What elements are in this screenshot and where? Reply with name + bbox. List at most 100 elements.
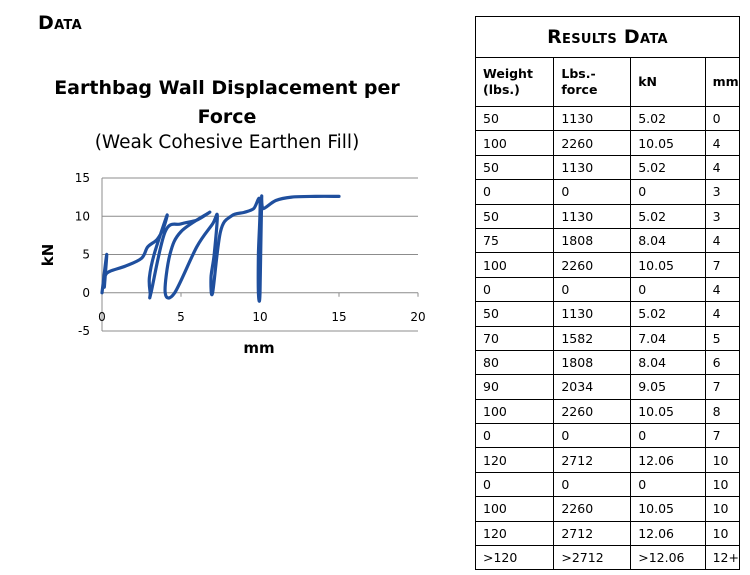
x-tick-label: 0 — [98, 310, 106, 324]
table-cell: >120 — [474, 545, 555, 571]
y-tick-label: 5 — [82, 248, 90, 262]
table-cell: 8 — [704, 398, 741, 425]
table-cell: 10.05 — [630, 496, 706, 522]
table-cell: 10 — [704, 496, 741, 522]
table-cell: 2260 — [553, 398, 632, 425]
table-cell: 12.06 — [630, 520, 706, 547]
table-cell: 120 — [474, 520, 555, 547]
table-cell: 1808 — [553, 349, 632, 376]
table-cell: 4 — [704, 130, 741, 156]
table-cell: 2260 — [553, 130, 632, 156]
table-cell: 50 — [474, 154, 555, 181]
table-cell: 0 — [474, 471, 555, 498]
table-cell: 1130 — [553, 154, 632, 181]
table-cell: 80 — [474, 349, 555, 376]
y-axis-label: kN — [39, 244, 57, 267]
table-cell: 12.06 — [630, 447, 706, 473]
table-row: >120 >2712 >12.06 12+ — [474, 545, 741, 571]
table-cell: 120 — [474, 447, 555, 473]
table-cell: 0 — [630, 179, 706, 205]
x-axis-label: mm — [243, 339, 274, 357]
series-layer — [100, 194, 341, 303]
table-row: 120 2712 12.06 10 — [474, 447, 741, 473]
table-cell: 0 — [474, 276, 555, 303]
table-cell: >12.06 — [630, 545, 706, 571]
table-cell: 5.02 — [630, 154, 706, 181]
table-cell: 10 — [704, 471, 741, 498]
table-cell: 0 — [553, 423, 632, 449]
table-cell: 3 — [704, 179, 741, 205]
table-cell: 0 — [630, 471, 706, 498]
table-body: 50 1130 5.02 0 100 2260 10.05 4 50 1130 5.02 4 0 0 0 3 5… — [474, 105, 741, 571]
table-row: 50 1130 5.02 3 — [474, 203, 741, 229]
table-cell: 8.04 — [630, 349, 706, 376]
results-table: Results Data Weight (lbs.) Lbs.-force kN… — [474, 16, 741, 571]
table-cell: 10 — [704, 520, 741, 547]
table-cell: 5.02 — [630, 105, 706, 132]
table-cell: 10 — [704, 447, 741, 473]
table-cell: 50 — [474, 203, 555, 229]
table-cell: 100 — [474, 398, 555, 425]
y-tick-label: 0 — [82, 286, 90, 300]
chart-title: Earthbag Wall Displacement per Force — [54, 77, 400, 128]
table-cell: 10.05 — [630, 398, 706, 425]
table-cell: 4 — [704, 154, 741, 181]
section-heading: Data — [38, 12, 82, 34]
table-cell: 7.04 — [630, 325, 706, 351]
table-cell: 10.05 — [630, 130, 706, 156]
table-cell: 0 — [630, 276, 706, 303]
table-row: 50 1130 5.02 0 — [474, 105, 741, 132]
column-header-mm: mm — [704, 57, 741, 107]
table-cell: 4 — [704, 301, 741, 327]
table-row: 100 2260 10.05 10 — [474, 496, 741, 522]
table-cell: 0 — [553, 276, 632, 303]
table-cell: 2712 — [553, 520, 632, 547]
table-row: 70 1582 7.04 5 — [474, 325, 741, 351]
column-header-weight: Weight (lbs.) — [474, 57, 555, 107]
table-cell: 2260 — [553, 252, 632, 278]
table-cell: 0 — [553, 471, 632, 498]
table-row: 75 1808 8.04 4 — [474, 227, 741, 254]
table-cell: 7 — [704, 374, 741, 400]
table-row: 50 1130 5.02 4 — [474, 154, 741, 181]
table-cell: 0 — [704, 105, 741, 132]
table-cell: 1130 — [553, 301, 632, 327]
table-row: 120 2712 12.06 10 — [474, 520, 741, 547]
table-cell: 0 — [474, 423, 555, 449]
table-cell: 50 — [474, 105, 555, 132]
table-cell: 100 — [474, 130, 555, 156]
table-cell: 9.05 — [630, 374, 706, 400]
table-cell: 0 — [553, 179, 632, 205]
table-cell: 1582 — [553, 325, 632, 351]
chart-subtitle: (Weak Cohesive Earthen Fill) — [94, 132, 360, 153]
table-cell: 2260 — [553, 496, 632, 522]
x-tick-label: 10 — [252, 310, 267, 324]
table-cell: 70 — [474, 325, 555, 351]
column-header-lbs-force: Lbs.-force — [553, 57, 632, 107]
table-cell: 0 — [630, 423, 706, 449]
table-cell: 90 — [474, 374, 555, 400]
table-cell: 3 — [704, 203, 741, 229]
table-row: 100 2260 10.05 4 — [474, 130, 741, 156]
x-tick-label: 15 — [331, 310, 346, 324]
y-tick-label: 15 — [75, 171, 90, 185]
table-cell: 1808 — [553, 227, 632, 254]
table-cell: 4 — [704, 276, 741, 303]
table-row: 100 2260 10.05 7 — [474, 252, 741, 278]
table-cell: 10.05 — [630, 252, 706, 278]
table-cell: 7 — [704, 423, 741, 449]
table-row: 100 2260 10.05 8 — [474, 398, 741, 425]
table-header-row: Weight (lbs.) Lbs.-force kN mm — [474, 57, 741, 107]
table-cell: 2712 — [553, 447, 632, 473]
table-cell: 5.02 — [630, 301, 706, 327]
series-line — [100, 194, 341, 303]
table-row: 90 2034 9.05 7 — [474, 374, 741, 400]
table-cell: 0 — [474, 179, 555, 205]
table-cell: 7 — [704, 252, 741, 278]
results-table-title: Results Data — [475, 16, 740, 57]
x-tick-label: 20 — [410, 310, 425, 324]
table-cell: 4 — [704, 227, 741, 254]
table-cell: >2712 — [553, 545, 632, 571]
